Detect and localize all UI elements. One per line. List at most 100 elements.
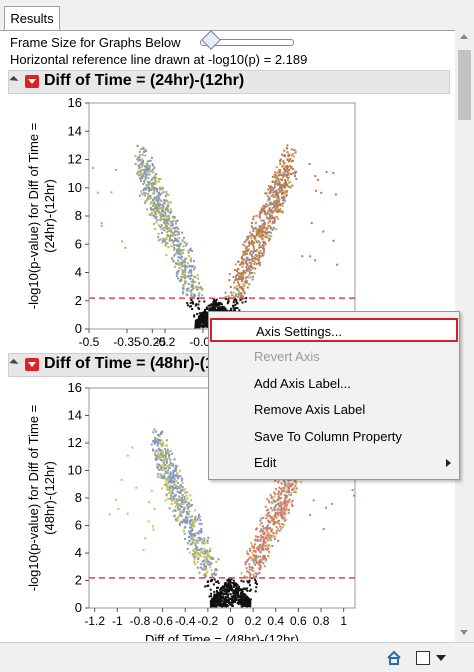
- data-point: [147, 196, 150, 199]
- red-triangle-menu-icon[interactable]: [25, 358, 39, 371]
- data-point: [279, 203, 282, 206]
- data-point: [175, 499, 178, 502]
- data-point: [183, 499, 186, 502]
- data-point: [274, 513, 277, 516]
- data-point: [266, 204, 269, 207]
- data-point: [155, 187, 158, 190]
- frame-size-slider[interactable]: [200, 39, 294, 46]
- data-point: [275, 179, 278, 182]
- data-point: [231, 599, 234, 602]
- red-triangle-menu-icon[interactable]: [25, 75, 39, 88]
- data-point: [178, 252, 181, 255]
- disclosure-icon[interactable]: [9, 358, 19, 369]
- data-point: [167, 472, 170, 475]
- menu-item-add-axis-label[interactable]: Add Axis Label...: [254, 376, 351, 391]
- data-point: [148, 182, 151, 185]
- y-axis-label[interactable]: -log10(p-value) for Diff of Time =: [26, 123, 41, 310]
- data-point: [289, 485, 292, 488]
- data-point: [271, 509, 274, 512]
- x-axis-label[interactable]: Diff of Time = (48hr)-(12hr): [145, 632, 299, 641]
- data-point: [138, 194, 141, 197]
- data-point: [253, 562, 256, 565]
- menu-item-axis-settings[interactable]: Axis Settings...: [210, 318, 458, 342]
- data-point: [177, 232, 180, 235]
- data-point: [253, 560, 256, 563]
- data-point: [165, 190, 168, 193]
- data-point: [262, 254, 265, 257]
- x-tick-label: -1: [112, 614, 123, 628]
- data-point: [235, 270, 238, 273]
- data-point: [270, 226, 273, 229]
- data-point: [252, 250, 255, 253]
- data-point: [248, 252, 251, 255]
- data-point: [248, 273, 251, 276]
- outline-header-24hr[interactable]: Diff of Time = (24hr)-(12hr): [8, 70, 450, 94]
- data-point: [295, 490, 298, 493]
- data-point: [201, 314, 204, 317]
- frame-size-slider-thumb[interactable]: [201, 31, 221, 50]
- data-point: [248, 600, 251, 603]
- data-point: [146, 162, 149, 165]
- data-point: [291, 184, 294, 187]
- data-point: [169, 487, 172, 490]
- disclosure-icon[interactable]: [9, 75, 19, 86]
- volcano-plot-24hr[interactable]: 0246810121416-0.5-0.35-0.25-0.2-0.050.05…: [0, 93, 455, 348]
- data-point: [226, 601, 229, 604]
- data-point: [147, 177, 150, 180]
- data-point: [261, 228, 264, 231]
- data-point: [262, 242, 265, 245]
- data-point: [254, 590, 257, 593]
- data-point: [261, 219, 264, 222]
- vertical-scrollbar[interactable]: [455, 0, 474, 642]
- data-point: [185, 511, 188, 514]
- data-point: [215, 560, 218, 563]
- menu-item-save-to-column-property[interactable]: Save To Column Property: [254, 429, 402, 444]
- home-icon[interactable]: [386, 650, 402, 666]
- data-point: [195, 555, 198, 558]
- data-point: [272, 523, 275, 526]
- data-point: [203, 539, 206, 542]
- data-point: [186, 302, 189, 305]
- square-icon[interactable]: [416, 651, 430, 665]
- y-axis-label[interactable]: (48hr)-(12hr): [42, 461, 57, 535]
- y-axis-label[interactable]: (24hr)-(12hr): [42, 179, 57, 253]
- data-point: [276, 171, 279, 174]
- data-point: [259, 246, 262, 249]
- dropdown-arrow-icon[interactable]: [436, 655, 446, 661]
- data-point: [266, 527, 269, 530]
- data-point: [173, 495, 176, 498]
- data-point: [186, 513, 189, 516]
- data-point: [280, 510, 283, 513]
- data-point: [254, 558, 257, 561]
- data-point: [145, 184, 148, 187]
- data-point: [279, 202, 282, 205]
- data-point: [168, 216, 171, 219]
- y-axis-label[interactable]: -log10(p-value) for Diff of Time =: [26, 405, 41, 592]
- data-point: [163, 222, 166, 225]
- data-point: [245, 269, 248, 272]
- data-point: [273, 538, 276, 541]
- data-point: [165, 493, 168, 496]
- data-point: [286, 495, 289, 498]
- data-point: [175, 498, 178, 501]
- menu-item-edit[interactable]: Edit: [210, 451, 458, 475]
- data-point: [258, 559, 261, 562]
- scroll-up-icon[interactable]: [460, 34, 468, 39]
- data-point: [148, 186, 151, 189]
- scroll-down-icon[interactable]: [460, 630, 468, 635]
- data-point: [284, 165, 287, 168]
- tab-results[interactable]: Results: [4, 6, 60, 31]
- data-point: [184, 268, 187, 271]
- data-point: [168, 474, 171, 477]
- scrollbar-thumb[interactable]: [458, 50, 471, 120]
- data-point: [151, 169, 154, 172]
- data-point: [159, 178, 162, 181]
- data-point: [142, 175, 145, 178]
- data-point: [221, 595, 224, 598]
- data-point: [245, 567, 248, 570]
- menu-item-remove-axis-label[interactable]: Remove Axis Label: [254, 402, 366, 417]
- data-point: [139, 174, 142, 177]
- data-point: [244, 601, 247, 604]
- data-point: [261, 231, 264, 234]
